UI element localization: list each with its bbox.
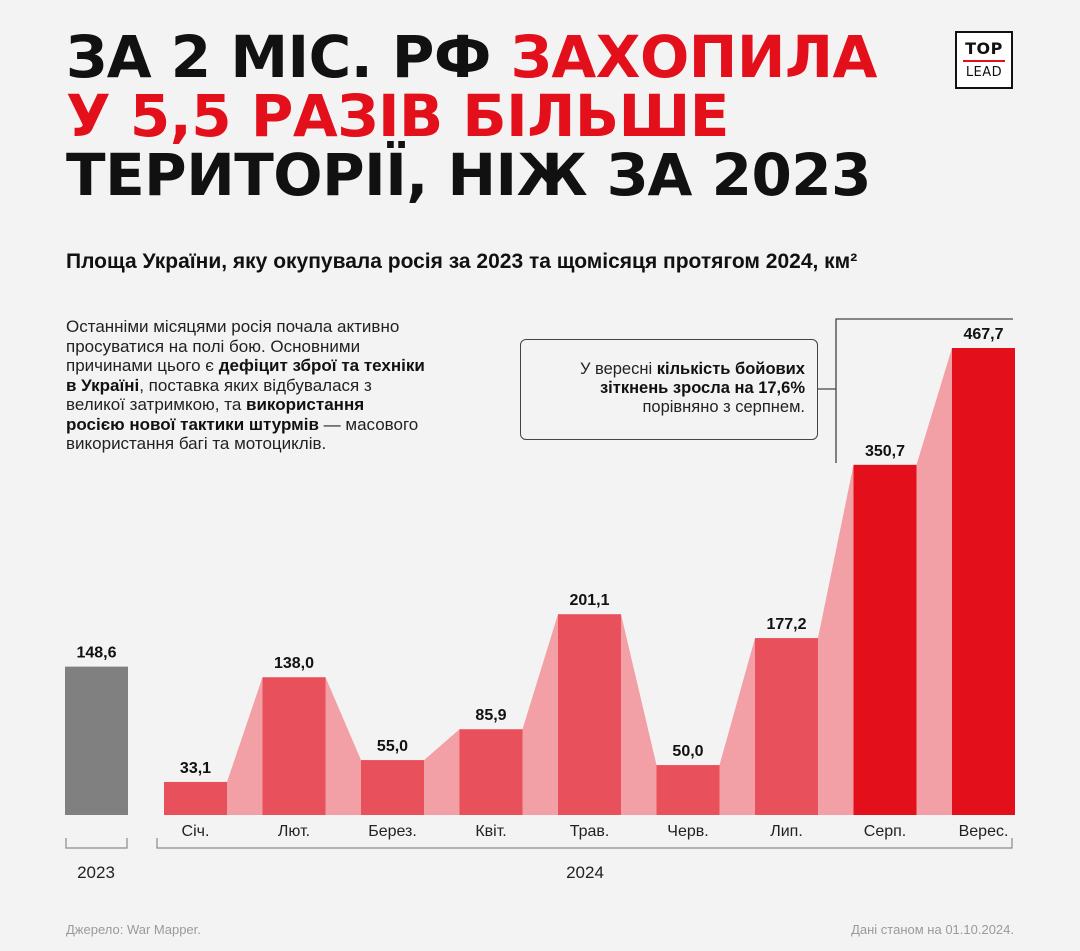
- bracket-2023: [65, 838, 128, 849]
- chart-subtitle: Площа України, яку окупувала росія за 20…: [66, 250, 858, 273]
- callout-box: У вересні кількість бойових зіткнень зро…: [520, 339, 818, 440]
- connector-band: [424, 729, 460, 815]
- connector-band: [227, 677, 263, 815]
- connector-band: [522, 614, 558, 815]
- month-label: Лют.: [278, 823, 310, 840]
- date-note: Дані станом на 01.10.2024.: [851, 922, 1014, 937]
- bar-2024: [361, 760, 424, 815]
- description-p3: — масового використання багі та мотоцикл…: [66, 414, 419, 454]
- headline-line-1-black: ЗА 2 МІС. РФ: [66, 23, 511, 91]
- bar-2024: [755, 638, 818, 815]
- value-label: 350,7: [865, 443, 905, 460]
- connector-band: [621, 614, 657, 815]
- month-label: Лип.: [770, 823, 803, 840]
- month-label: Верес.: [959, 823, 1009, 840]
- logo-top-text: TOP: [965, 39, 1003, 58]
- connector-band: [916, 348, 952, 815]
- bar-2024: [164, 781, 227, 815]
- bar-2024: [952, 348, 1015, 815]
- value-label-2023: 148,6: [76, 645, 116, 662]
- callout-text-1: У вересні: [579, 360, 657, 378]
- description-p1: Останніми місяцями росія почала активно …: [66, 317, 400, 375]
- headline-line-1-red: ЗАХОПИЛА: [510, 23, 878, 91]
- description-text: Останніми місяцями росія почала активно …: [66, 317, 426, 454]
- month-label: Трав.: [570, 823, 610, 840]
- value-label: 138,0: [274, 655, 314, 672]
- bar-2024: [558, 614, 621, 815]
- connector-band: [325, 677, 361, 815]
- description-bold-1: дефіцит зброї та техніки в Україні: [66, 356, 425, 395]
- source-note: Джерело: War Mapper.: [66, 922, 201, 937]
- top-lead-logo: TOP LEAD: [955, 31, 1013, 89]
- bracket-2024: [156, 838, 1013, 849]
- group-label-2023: 2023: [77, 863, 115, 882]
- group-label-2024: 2024: [566, 863, 604, 882]
- bar-2023: [65, 666, 128, 815]
- value-label: 177,2: [766, 616, 806, 633]
- description-p2: , поставка яких відбувалася з великої за…: [66, 375, 372, 415]
- value-label: 50,0: [672, 743, 703, 760]
- value-label: 201,1: [569, 592, 609, 609]
- value-label: 55,0: [377, 738, 408, 755]
- connector-band: [818, 464, 854, 815]
- headline-line-2: У 5,5 РАЗІВ БІЛЬШЕ: [66, 82, 729, 150]
- bar-2024: [262, 677, 326, 815]
- month-label: Січ.: [182, 823, 210, 840]
- connector-band: [719, 638, 755, 815]
- bar-2024: [656, 765, 720, 815]
- headline-line-3: ТЕРИТОРІЇ, НІЖ ЗА 2023: [66, 141, 872, 209]
- month-label: Серп.: [864, 823, 906, 840]
- callout-bold: кількість бойових зіткнень зросла на 17,…: [599, 360, 805, 397]
- value-label: 467,7: [963, 326, 1003, 343]
- month-label: Берез.: [368, 823, 417, 840]
- month-label: Черв.: [667, 823, 708, 840]
- value-label: 85,9: [475, 707, 506, 724]
- headline-line-1: ЗА 2 МІС. РФ ЗАХОПИЛА: [66, 28, 877, 87]
- bar-2024: [853, 464, 917, 815]
- logo-bottom-text: LEAD: [965, 65, 1003, 80]
- value-label: 33,1: [180, 760, 211, 777]
- bar-2024: [459, 729, 523, 815]
- headline: ЗА 2 МІС. РФ ЗАХОПИЛА У 5,5 РАЗІВ БІЛЬШЕ…: [66, 28, 877, 205]
- callout-text-2: порівняно з серпнем.: [642, 398, 805, 416]
- month-label: Квіт.: [475, 823, 506, 840]
- description-bold-2: використання росією нової тактики штурмі…: [66, 395, 365, 434]
- callout-bracket: [835, 318, 1013, 463]
- logo-divider: [963, 60, 1005, 62]
